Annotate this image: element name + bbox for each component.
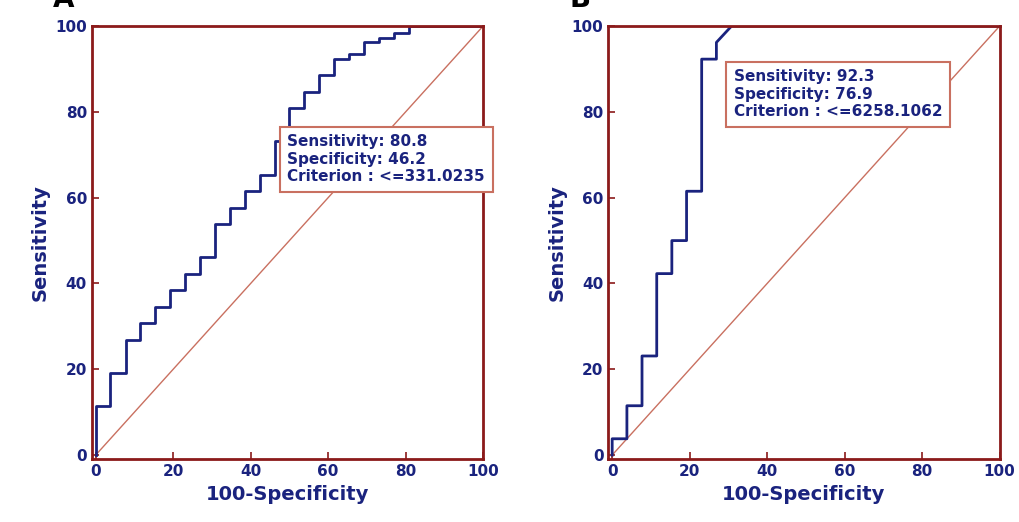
- Y-axis label: Sensitivity: Sensitivity: [31, 184, 50, 301]
- Text: Sensitivity: 80.8
Specificity: 46.2
Criterion : <=331.0235: Sensitivity: 80.8 Specificity: 46.2 Crit…: [287, 135, 485, 184]
- X-axis label: 100-Specificity: 100-Specificity: [206, 485, 369, 504]
- Text: Sensitivity: 92.3
Specificity: 76.9
Criterion : <=6258.1062: Sensitivity: 92.3 Specificity: 76.9 Crit…: [733, 69, 942, 119]
- Text: A: A: [53, 0, 74, 13]
- Y-axis label: Sensitivity: Sensitivity: [546, 184, 566, 301]
- X-axis label: 100-Specificity: 100-Specificity: [721, 485, 884, 504]
- Text: B: B: [569, 0, 590, 13]
